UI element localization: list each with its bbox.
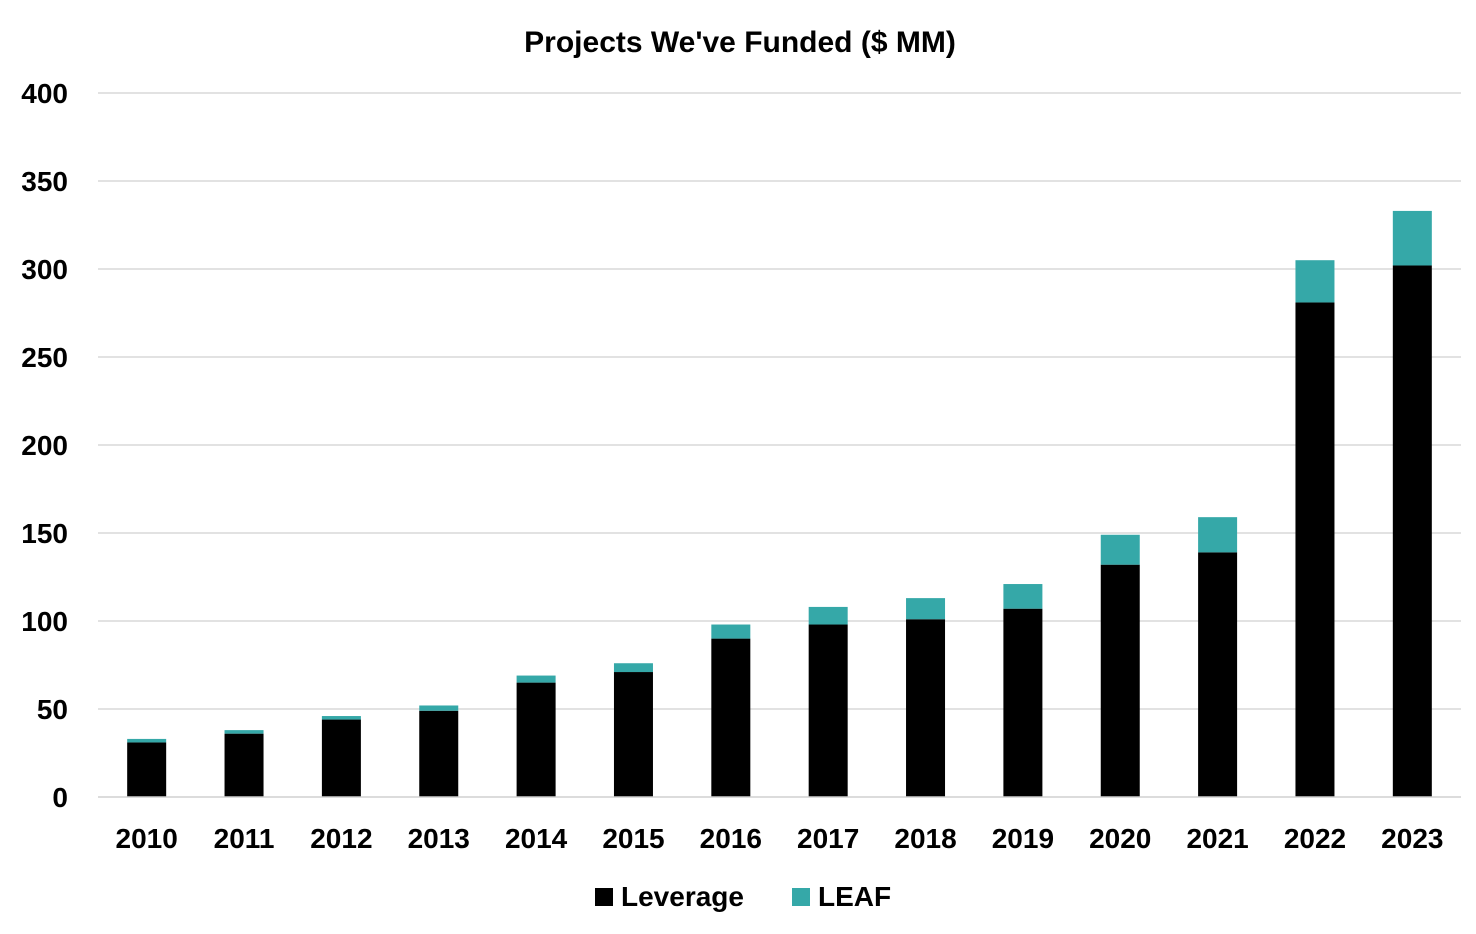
gridlines	[98, 92, 1461, 710]
y-tick-label: 250	[21, 342, 68, 373]
legend-swatch-leverage	[595, 888, 613, 906]
x-tick-label: 2021	[1186, 823, 1248, 854]
x-tick-label: 2019	[992, 823, 1054, 854]
bar-leaf-2010	[127, 738, 167, 743]
bar-leverage-2015	[613, 672, 653, 797]
legend-label-leaf: LEAF	[818, 881, 891, 912]
bar-leaf-2011	[224, 730, 264, 734]
bar-leaf-2014	[516, 675, 556, 683]
bar-leverage-2014	[516, 682, 556, 797]
bar-leverage-2012	[321, 719, 361, 797]
bar-leaf-2021	[1198, 517, 1238, 553]
bar-leaf-2012	[321, 716, 361, 720]
y-tick-label: 150	[21, 518, 68, 549]
legend: Leverage LEAF	[595, 881, 891, 912]
legend-label-leverage: Leverage	[621, 881, 744, 912]
bar-leverage-2011	[224, 733, 264, 797]
bar-leaf-2015	[613, 663, 653, 673]
bar-leaf-2019	[1003, 584, 1043, 609]
y-axis-tick-labels: 0 50 100 150 200 250 300 350 400	[21, 78, 68, 813]
bar-leverage-2018	[906, 619, 946, 797]
x-tick-label: 2022	[1284, 823, 1346, 854]
x-tick-label: 2017	[797, 823, 859, 854]
x-tick-label: 2018	[894, 823, 956, 854]
y-tick-label: 300	[21, 254, 68, 285]
bar-leaf-2017	[808, 606, 848, 625]
bar-leaf-2020	[1100, 534, 1140, 565]
y-tick-label: 200	[21, 430, 68, 461]
bar-leaf-2023	[1392, 210, 1432, 266]
bar-leverage-2017	[808, 624, 848, 797]
x-tick-label: 2016	[700, 823, 762, 854]
x-tick-label: 2010	[116, 823, 178, 854]
y-tick-label: 350	[21, 166, 68, 197]
bar-leverage-2019	[1003, 608, 1043, 797]
x-tick-label: 2020	[1089, 823, 1151, 854]
bar-leaf-2022	[1295, 260, 1335, 303]
x-tick-label: 2012	[310, 823, 372, 854]
bar-leaf-2018	[906, 598, 946, 620]
bar-leverage-2021	[1198, 552, 1238, 797]
bar-leverage-2023	[1392, 265, 1432, 798]
x-tick-label: 2015	[602, 823, 664, 854]
x-tick-label: 2013	[408, 823, 470, 854]
bar-leverage-2010	[127, 742, 167, 797]
x-tick-label: 2014	[505, 823, 568, 854]
y-tick-label: 50	[37, 694, 68, 725]
chart-title: Projects We've Funded ($ MM)	[524, 26, 956, 59]
x-tick-label: 2023	[1381, 823, 1443, 854]
bar-leaf-2013	[419, 705, 459, 711]
bar-leverage-2020	[1100, 564, 1140, 797]
y-tick-label: 100	[21, 606, 68, 637]
bars	[127, 210, 1432, 798]
x-axis-tick-labels: 2010 2011 2012 2013 2014 2015 2016 2017 2018 2019…	[116, 823, 1444, 854]
bar-leaf-2016	[711, 624, 751, 639]
bar-leverage-2016	[711, 638, 751, 797]
legend-swatch-leaf	[792, 888, 810, 906]
x-tick-label: 2011	[214, 823, 275, 854]
bar-leverage-2013	[419, 710, 459, 797]
y-tick-label: 400	[21, 78, 68, 109]
bar-leverage-2022	[1295, 302, 1335, 797]
y-tick-label: 0	[52, 782, 68, 813]
